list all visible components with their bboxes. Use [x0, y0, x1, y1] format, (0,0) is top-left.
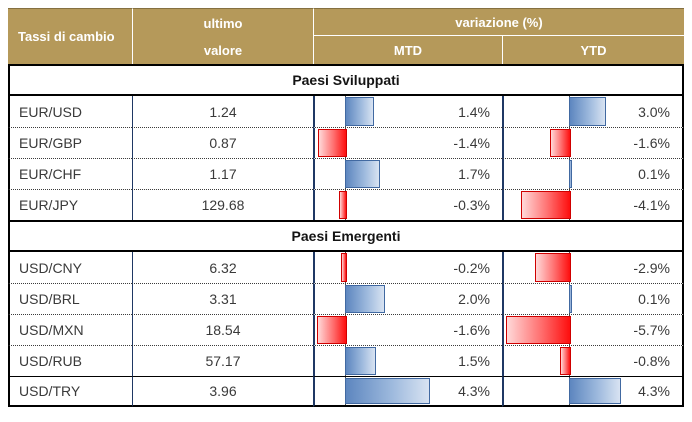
mtd-cell: -1.6%: [313, 314, 502, 345]
last-value-cell: 57.17: [132, 345, 313, 376]
negative-data-bar: [341, 253, 347, 282]
ytd-cell: -0.8%: [502, 345, 684, 376]
ytd-value: -2.9%: [633, 259, 670, 276]
mtd-cell: 1.4%: [313, 96, 502, 127]
ytd-cell: -2.9%: [502, 252, 684, 283]
currency-pair-cell: EUR/JPY: [8, 189, 132, 220]
negative-data-bar: [535, 253, 571, 282]
header-ytd: YTD: [502, 36, 684, 64]
last-value-cell: 18.54: [132, 314, 313, 345]
currency-pair-cell: USD/TRY: [8, 376, 132, 407]
last-value-cell: 129.68: [132, 189, 313, 220]
last-value-cell: 1.17: [132, 158, 313, 189]
negative-data-bar: [339, 191, 347, 219]
last-value-cell: 3.31: [132, 283, 313, 314]
currency-pair-cell: USD/CNY: [8, 252, 132, 283]
negative-data-bar: [506, 316, 571, 344]
mtd-cell: 1.7%: [313, 158, 502, 189]
mtd-cell: -0.2%: [313, 252, 502, 283]
positive-data-bar: [569, 97, 606, 126]
currency-pair-cell: USD/BRL: [8, 283, 132, 314]
ytd-cell: 0.1%: [502, 158, 684, 189]
positive-data-bar: [569, 160, 573, 188]
ytd-cell: -1.6%: [502, 127, 684, 158]
negative-data-bar: [318, 129, 347, 157]
ytd-cell: -5.7%: [502, 314, 684, 345]
ytd-cell: -4.1%: [502, 189, 684, 220]
mtd-value: 1.7%: [458, 166, 490, 182]
ytd-value: 4.3%: [638, 383, 670, 399]
ytd-cell: 3.0%: [502, 96, 684, 127]
section-header: Paesi Emergenti: [8, 220, 684, 252]
mtd-value: -1.4%: [453, 135, 490, 151]
mtd-cell: 4.3%: [313, 376, 502, 407]
header-change: variazione (%): [313, 8, 684, 36]
mtd-value: -0.3%: [453, 197, 490, 213]
negative-data-bar: [550, 129, 571, 157]
ytd-value: 0.1%: [638, 291, 670, 307]
currency-pair-cell: USD/MXN: [8, 314, 132, 345]
mtd-value: 2.0%: [458, 291, 490, 307]
currency-pair-cell: EUR/CHF: [8, 158, 132, 189]
ytd-cell: 4.3%: [502, 376, 684, 407]
positive-data-bar: [345, 285, 386, 313]
mtd-value: 1.5%: [458, 353, 490, 369]
ytd-value: -4.1%: [633, 197, 670, 213]
ytd-value: 3.0%: [638, 103, 670, 120]
positive-data-bar: [345, 347, 376, 375]
mtd-value: 4.3%: [458, 383, 490, 399]
ytd-cell: 0.1%: [502, 283, 684, 314]
mtd-value: -1.6%: [453, 322, 490, 338]
mtd-cell: 2.0%: [313, 283, 502, 314]
header-mtd: MTD: [313, 36, 502, 64]
header-last-value-line2: valore: [203, 42, 243, 58]
negative-data-bar: [559, 347, 571, 375]
currency-pair-cell: EUR/USD: [8, 96, 132, 127]
positive-data-bar: [345, 378, 430, 404]
exchange-rates-table: Tassi di cambio ultimo valore variazione…: [8, 8, 684, 407]
positive-data-bar: [569, 285, 573, 313]
mtd-value: -0.2%: [453, 259, 490, 276]
mtd-cell: -0.3%: [313, 189, 502, 220]
negative-data-bar: [521, 191, 571, 219]
mtd-cell: 1.5%: [313, 345, 502, 376]
positive-data-bar: [345, 97, 374, 126]
last-value-cell: 1.24: [132, 96, 313, 127]
last-value-cell: 6.32: [132, 252, 313, 283]
ytd-value: -1.6%: [633, 135, 670, 151]
ytd-value: -5.7%: [633, 322, 670, 338]
header-pairs: Tassi di cambio: [8, 8, 132, 64]
ytd-value: 0.1%: [638, 166, 670, 182]
positive-data-bar: [345, 160, 380, 188]
mtd-cell: -1.4%: [313, 127, 502, 158]
header-last-value-line1: ultimo: [203, 15, 243, 31]
last-value-cell: 0.87: [132, 127, 313, 158]
negative-data-bar: [317, 316, 347, 344]
last-value-cell: 3.96: [132, 376, 313, 407]
currency-pair-cell: EUR/GBP: [8, 127, 132, 158]
currency-pair-cell: USD/RUB: [8, 345, 132, 376]
ytd-value: -0.8%: [633, 353, 670, 369]
mtd-value: 1.4%: [458, 103, 490, 120]
header-last-value: ultimo valore: [132, 8, 313, 64]
positive-data-bar: [569, 378, 621, 404]
section-header: Paesi Sviluppati: [8, 64, 684, 96]
